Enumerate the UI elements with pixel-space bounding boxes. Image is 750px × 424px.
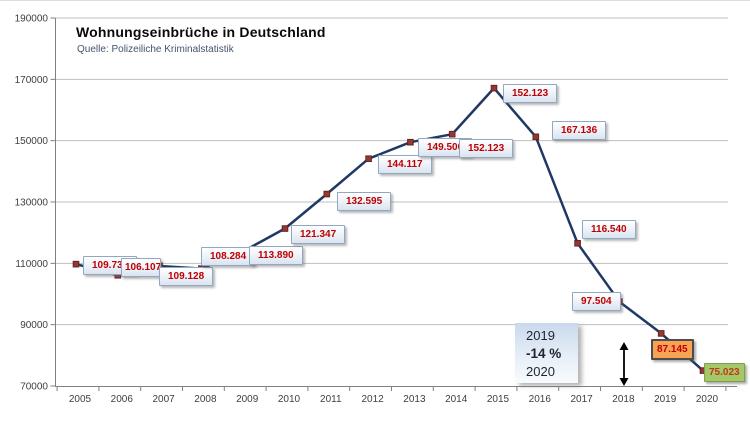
x-axis-tick-label: 2011: [320, 394, 342, 405]
x-axis-tick-label: 2009: [236, 394, 259, 405]
x-axis-tick-label: 2018: [612, 394, 635, 405]
data-label-2006: 106.107: [121, 258, 161, 277]
data-label-2018: 97.504: [572, 292, 621, 311]
data-point-marker: [365, 155, 372, 163]
annotation-year-end: 2020: [526, 364, 555, 379]
data-point-marker: [532, 133, 540, 141]
data-label-2014: 152.123: [459, 139, 514, 158]
x-axis-tick-label: 2016: [529, 394, 552, 405]
data-point-marker: [448, 130, 456, 138]
y-axis-tick-label: 190000: [15, 14, 49, 25]
arrow-up-head-icon: [619, 342, 629, 350]
chart-title: Wohnungseinbrüche in Deutschland: [76, 24, 326, 40]
x-axis-tick-label: 2005: [69, 394, 92, 405]
y-axis-tick-label: 130000: [15, 198, 49, 209]
x-axis-tick-label: 2008: [194, 394, 217, 405]
x-axis-tick-label: 2019: [654, 394, 677, 405]
data-label-2019: 87.145: [651, 339, 694, 360]
data-label-2016: 167.136: [552, 121, 607, 140]
data-label-2020: 75.023: [704, 363, 745, 382]
data-label-2017: 116.540: [582, 220, 636, 239]
x-axis-tick-label: 2015: [487, 394, 510, 405]
y-axis-tick-label: 110000: [15, 259, 48, 270]
data-label-2007: 109.128: [159, 267, 214, 286]
annotation-percent-change: -14 %: [526, 346, 562, 361]
x-axis-tick-label: 2013: [403, 394, 426, 405]
x-axis-tick-label: 2017: [570, 394, 593, 405]
x-axis-tick-label: 2006: [111, 394, 134, 405]
data-label-2015: 152.123: [503, 84, 558, 103]
chart-subtitle: Quelle: Polizeiliche Kriminalstatistik: [77, 44, 234, 55]
data-point-marker: [490, 84, 498, 92]
data-label-2008: 108.284: [201, 247, 256, 266]
data-label-2010: 121.347: [291, 225, 346, 244]
data-point-marker: [657, 330, 665, 337]
data-point-marker: [407, 138, 414, 146]
data-point-marker: [323, 190, 331, 198]
x-axis-tick-label: 2012: [361, 394, 384, 405]
annotation-year-start: 2019: [526, 328, 555, 343]
x-axis-tick-label: 2010: [278, 394, 301, 405]
x-axis-tick-label: 2014: [445, 394, 468, 405]
y-axis-tick-label: 70000: [20, 382, 48, 393]
data-label-2011: 132.595: [337, 192, 392, 211]
data-label-2012: 144.117: [378, 155, 432, 174]
y-axis-tick-label: 170000: [15, 75, 49, 86]
data-label-2009: 113.890: [249, 246, 303, 265]
x-axis-tick-label: 2020: [696, 394, 719, 405]
y-axis-tick-label: 150000: [15, 136, 49, 147]
arrow-down-head-icon: [619, 378, 629, 386]
x-axis-tick-label: 2007: [152, 394, 175, 405]
data-point-marker: [574, 239, 581, 247]
y-axis-tick-label: 90000: [20, 320, 48, 331]
data-point-marker: [281, 225, 289, 232]
data-point-marker: [72, 260, 80, 268]
change-annotation: 2019 -14 % 2020: [515, 323, 578, 383]
